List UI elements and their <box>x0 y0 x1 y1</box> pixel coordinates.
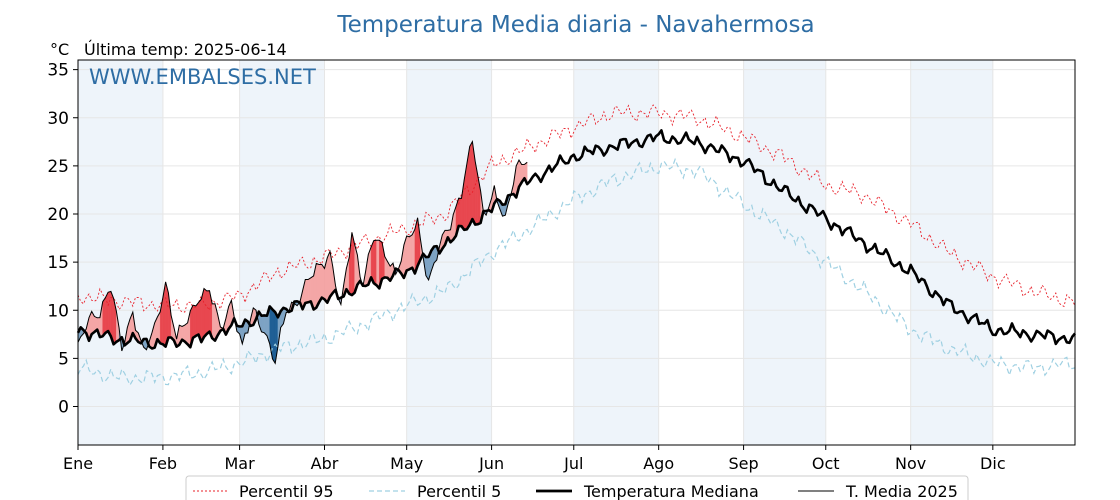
x-tick-label: Sep <box>729 454 759 473</box>
x-tick-label: Jul <box>563 454 583 473</box>
anomaly-below-fill <box>261 315 265 334</box>
y-axis: 0 5 10 15 20 25 30 35 <box>47 61 78 418</box>
x-tick-label: Ago <box>643 454 674 473</box>
series-line-percentil-5 <box>77 157 1076 387</box>
unit-label: °C <box>50 40 69 59</box>
y-tick-label: 30 <box>47 109 69 129</box>
anomaly-above-fill <box>321 263 325 300</box>
anomaly-above-fill <box>107 291 112 337</box>
anomaly-above-fill <box>102 297 106 337</box>
series-lines <box>76 104 1077 387</box>
y-tick-label: 25 <box>47 157 69 177</box>
month-band <box>573 60 659 445</box>
series-line-percentil-95 <box>77 104 1076 313</box>
anomaly-above-fill <box>327 251 331 303</box>
x-tick-label: Dic <box>980 454 1006 473</box>
month-band <box>743 60 826 445</box>
x-tick-label: Oct <box>812 454 840 473</box>
chart-title: Temperatura Media diaria - Navahermosa <box>336 12 814 38</box>
x-axis: Ene Feb Mar Abr May Jun Jul Ago Sep Oct Nov Dic <box>63 445 1006 473</box>
y-tick-label: 0 <box>58 398 69 418</box>
anomaly-above-fill <box>373 239 377 286</box>
legend-label-mediana: Temperatura Mediana <box>583 482 759 500</box>
y-tick-label: 35 <box>47 61 69 81</box>
anomaly-above-fill <box>409 234 413 270</box>
anomaly-below-fill <box>272 309 276 365</box>
anomaly-above-fill <box>469 140 473 225</box>
anomaly-above-fill <box>376 239 380 289</box>
anomaly-above-fill <box>305 279 309 304</box>
month-band <box>239 60 325 445</box>
legend-box <box>185 475 969 500</box>
plot-frame <box>77 59 1076 446</box>
anomaly-above-fill <box>307 277 312 303</box>
y-tick-label: 20 <box>47 205 69 225</box>
legend: Percentil 95 Percentil 5 Temperatura Med… <box>185 475 969 500</box>
y-tick-label: 15 <box>47 253 69 273</box>
anomaly-above-fill <box>406 235 410 271</box>
x-tick-label: Mar <box>225 454 256 473</box>
series-line-t-media-2025 <box>77 140 528 365</box>
legend-label-p95: Percentil 95 <box>239 482 334 500</box>
last-temp-label: Última temp: 2025-06-14 <box>84 40 287 59</box>
x-tick-label: Abr <box>311 454 339 473</box>
y-tick-label: 10 <box>47 301 69 321</box>
anomaly-above-fill <box>192 304 196 339</box>
watermark-text: WWW.EMBALSES.NET <box>89 65 316 89</box>
x-tick-label: Ene <box>63 454 93 473</box>
anomaly-above-fill <box>203 288 207 338</box>
anomaly-above-fill <box>206 290 210 335</box>
x-tick-label: Jun <box>478 454 504 473</box>
anomaly-above-fill <box>195 302 199 337</box>
legend-label-media2025: T. Media 2025 <box>845 482 958 500</box>
x-tick-label: Nov <box>895 454 926 473</box>
y-tick-label: 5 <box>58 349 69 369</box>
legend-label-p5: Percentil 5 <box>417 482 501 500</box>
series-line-temperatura-mediana <box>76 129 1077 350</box>
x-tick-label: May <box>390 454 423 473</box>
x-tick-label: Feb <box>149 454 177 473</box>
month-band <box>910 60 993 445</box>
anomaly-above-fill <box>212 303 216 342</box>
month-band <box>78 60 163 445</box>
month-bands <box>78 60 993 445</box>
anomaly-below-fill <box>502 204 506 217</box>
